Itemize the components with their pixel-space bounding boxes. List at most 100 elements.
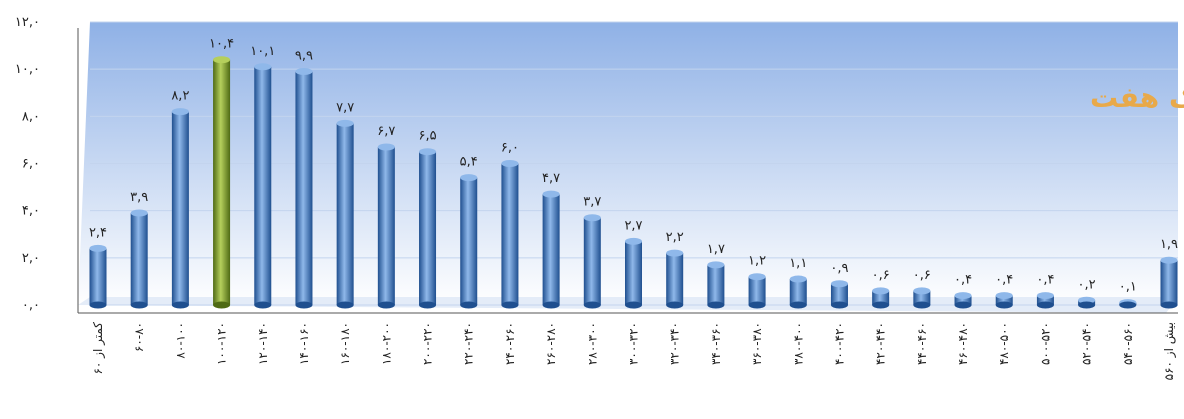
bar-base xyxy=(501,301,519,309)
bar xyxy=(377,143,395,309)
data-label: ۲,۲ xyxy=(666,230,684,245)
data-label: ۳,۹ xyxy=(130,190,148,205)
bar-base xyxy=(1036,301,1054,309)
bar xyxy=(171,108,189,309)
y-tick-label: ۰,۰ xyxy=(22,298,40,313)
bar-body xyxy=(666,253,684,305)
bar-top xyxy=(830,280,848,288)
x-tick-label: ۴۶۰-۴۸۰ xyxy=(956,322,970,365)
bar-body xyxy=(1036,295,1054,305)
bar-body xyxy=(419,151,437,305)
data-label: ۳,۷ xyxy=(583,195,601,210)
bar xyxy=(789,275,807,309)
bar-base xyxy=(171,301,189,309)
bar-base xyxy=(666,301,684,309)
bar xyxy=(336,119,354,309)
bar-base xyxy=(419,301,437,309)
bar xyxy=(666,249,684,309)
y-tick-label: ۲,۰ xyxy=(22,251,40,266)
x-tick-label: ۲۸۰-۳۰۰ xyxy=(585,322,599,365)
bar-top xyxy=(995,292,1013,300)
bars xyxy=(89,56,1178,309)
bar-top xyxy=(1160,256,1178,264)
x-tick-label: ۱۲۰-۱۴۰ xyxy=(256,322,270,365)
data-label: ۷,۷ xyxy=(336,100,354,115)
bar-base xyxy=(1119,301,1137,309)
bar-top xyxy=(295,68,313,76)
bar xyxy=(954,292,972,309)
data-label: ۶,۷ xyxy=(377,124,395,139)
bar xyxy=(542,190,560,309)
y-tick-label: ۴,۰ xyxy=(22,204,40,219)
data-label: ۰,۴ xyxy=(954,273,972,288)
bar xyxy=(460,174,478,309)
bar-body xyxy=(625,241,642,305)
x-tick-label: ۳۲۰-۳۴۰ xyxy=(668,322,682,365)
bar-body xyxy=(707,264,725,305)
bar-body xyxy=(995,295,1013,305)
bar-body xyxy=(89,248,107,305)
bar-base xyxy=(377,301,395,309)
axes xyxy=(77,28,1178,314)
bar-top xyxy=(171,108,189,116)
bar xyxy=(1119,299,1137,309)
bar-base xyxy=(460,301,478,309)
bar-top xyxy=(707,261,725,269)
data-label: ۹,۹ xyxy=(295,49,313,64)
x-tick-label: ۴۰۰-۴۲۰ xyxy=(832,322,846,365)
x-tick-label: ۵۲۰-۵۴۰ xyxy=(1080,322,1094,365)
bar xyxy=(130,209,148,309)
bar-top xyxy=(377,143,395,151)
y-tick-label: ۱۲,۰ xyxy=(15,15,40,30)
bar-base xyxy=(583,301,601,309)
bar xyxy=(501,160,519,309)
bar-base xyxy=(295,301,313,309)
bar-top xyxy=(89,244,107,252)
bar-base xyxy=(625,301,642,309)
bar-top xyxy=(913,287,931,295)
bar xyxy=(213,56,231,309)
bar xyxy=(419,148,437,309)
bar-body xyxy=(830,283,848,305)
data-label: ۰,۴ xyxy=(1036,273,1054,288)
x-tick-label: ۳۰۰-۳۲۰ xyxy=(627,322,641,365)
x-tick-labels: کمتر از ۶۰ ۶۰-۸۰ ۸۰-۱۰۰ ۱۰۰-۱۲۰ ۱۲۰-۱۴۰ ۱۴۰-۱… xyxy=(91,322,1177,381)
bar xyxy=(707,261,725,309)
data-label: ۰,۶ xyxy=(913,268,931,283)
data-label: ۵,۴ xyxy=(460,155,478,170)
bar-top xyxy=(130,209,148,217)
data-label: ۶,۰ xyxy=(501,141,519,156)
bar-top xyxy=(213,56,231,64)
bar-body xyxy=(583,217,601,305)
bar-base xyxy=(830,301,848,309)
x-tick-label: ۳۴۰-۳۶۰ xyxy=(709,322,723,365)
bar-top xyxy=(501,160,519,167)
data-label: ۱,۷ xyxy=(707,242,725,257)
x-tick-label: بیش از ۵۶۰ xyxy=(1162,322,1177,380)
bar-top xyxy=(583,214,601,222)
data-label: ۴,۷ xyxy=(542,171,560,186)
data-label: ۰,۴ xyxy=(995,273,1013,288)
data-label: ۸,۲ xyxy=(171,89,189,104)
bar-base xyxy=(542,301,560,309)
bar xyxy=(872,287,890,309)
bar-base xyxy=(130,301,148,309)
bar-body xyxy=(913,290,931,305)
bar xyxy=(89,244,107,309)
bar-body xyxy=(295,71,313,306)
bar-body xyxy=(377,146,395,305)
data-label: ۰,۱ xyxy=(1119,280,1137,295)
bar-body xyxy=(254,66,272,305)
x-tick-label: ۳۸۰-۴۰۰ xyxy=(791,322,805,365)
bar-body xyxy=(130,213,148,305)
data-label: ۲,۷ xyxy=(624,218,642,233)
x-tick-label: ۴۲۰-۴۴۰ xyxy=(874,322,888,365)
bar-body xyxy=(1160,260,1178,305)
bar-base xyxy=(1078,301,1096,309)
y-tick-label: ۶,۰ xyxy=(22,157,40,172)
data-label: ۰,۲ xyxy=(1078,277,1096,292)
bar-top xyxy=(625,237,642,245)
data-label: ۰,۶ xyxy=(872,268,890,283)
x-tick-label: ۴۴۰-۴۶۰ xyxy=(915,322,929,365)
